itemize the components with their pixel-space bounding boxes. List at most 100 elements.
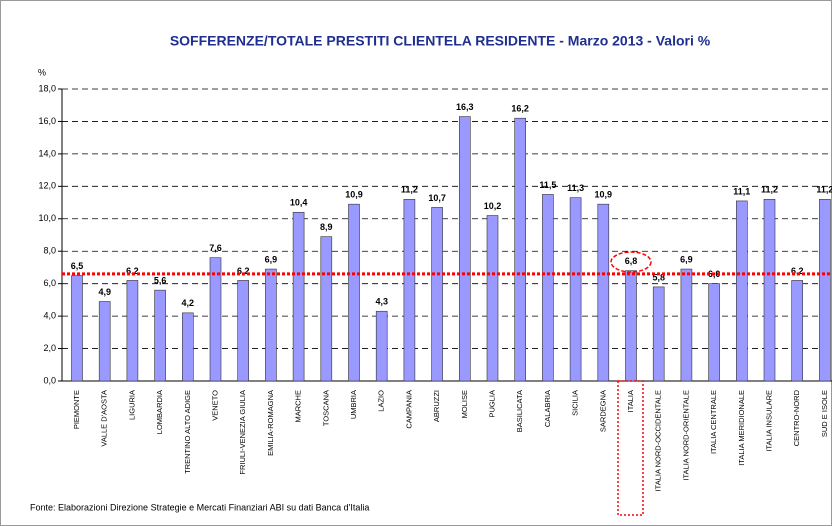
bar [514,117,527,382]
x-tick-label: SICILIA [571,390,580,416]
value-label: 6,9 [680,254,693,264]
value-label: 10,9 [345,190,363,200]
source: Fonte: Elaborazioni Direzione Strategie … [30,502,369,512]
bar [680,268,693,382]
value-label: 10,9 [595,190,613,200]
value-label: 5,8 [652,272,665,282]
x-tick-label: TOSCANA [321,390,330,426]
bar [597,203,610,382]
x-tick-label: ITALIA INSULARE [764,390,773,452]
x-tick-label: CENTRO-NORD [792,389,801,446]
y-tick-label: 4,0 [43,310,56,320]
bar [209,257,222,382]
bar [292,211,305,382]
x-tick-label: EMILIA-ROMAGNA [266,390,275,456]
x-tick-label: ITALIA NORD-ORIENTALE [681,390,690,481]
value-label: 4,3 [375,297,388,307]
x-tick-label: BASILICATA [515,390,524,432]
x-tick-label: PUGLIA [487,390,496,418]
y-tick-label: 0,0 [43,375,56,385]
value-label: 16,2 [511,104,529,114]
y-tick-label: 12,0 [38,181,56,191]
value-label: 6,8 [625,256,638,266]
value-label: 4,9 [98,287,111,297]
x-tick-label: FRIULI-VENEZIA GIULIA [238,390,247,475]
bar [819,199,831,382]
bar [542,194,554,382]
y-axis-label: % [38,67,46,77]
bar [625,270,637,382]
bar [403,199,416,382]
value-label: 5,6 [154,276,167,286]
y-tick-label: 18,0 [38,83,56,93]
highlight-box [617,380,644,516]
x-tick-label: TRENTINO ALTO ADIGE [183,390,192,474]
value-label: 11,5 [539,180,556,190]
value-label: 11,3 [567,183,584,193]
x-tick-label: SUD E ISOLE [820,390,829,437]
bar [652,286,665,382]
y-tick-label: 6,0 [43,278,56,288]
x-tick-label: MARCHE [294,390,303,423]
bar [237,280,249,382]
bar [182,312,194,382]
bar [98,301,111,382]
bar [154,289,166,382]
value-label: 11,2 [816,185,832,195]
x-tick-label: CAMPANIA [404,390,413,429]
value-label: 6,2 [126,266,139,276]
value-label: 7,6 [209,243,222,253]
x-tick-label: ITALIA CENTRALE [709,390,718,454]
bar [763,199,776,382]
value-label: 10,7 [428,193,446,203]
value-label: 4,2 [182,298,195,308]
y-tick-label: 10,0 [38,213,56,223]
bar [71,275,83,382]
x-tick-label: PIEMONTE [72,390,81,429]
x-tick-label: SARDEGNA [598,390,607,432]
x-tick-label: VALLE D'AOSTA [100,390,109,447]
bar [569,197,582,382]
x-tick-label: UMBRIA [349,390,358,419]
highlight-ellipse [610,251,652,273]
value-label: 11,1 [733,186,750,196]
y-tick-label: 2,0 [43,343,56,353]
value-label: 10,2 [484,201,502,211]
x-tick-label: ABRUZZI [432,390,441,422]
x-tick-label: LAZIO [377,390,386,412]
bar [791,280,804,382]
value-label: 6,9 [265,254,278,264]
x-tick-label: LOMBARDIA [155,390,164,434]
bar [431,207,443,382]
value-label: 11,2 [401,185,418,195]
x-tick-label: MOLISE [460,390,469,418]
x-tick-label: CALABRIA [543,390,552,427]
bar [375,310,388,382]
value-label: 6,2 [791,266,804,276]
x-tick-label: VENETO [210,390,219,421]
bar [348,203,360,382]
x-tick-label: ITALIA MERIDIONALE [737,390,746,466]
value-label: 10,4 [290,198,308,208]
value-label: 11,2 [761,185,778,195]
y-tick-label: 16,0 [38,116,56,126]
y-tick-label: 14,0 [38,148,56,158]
bar [458,116,471,382]
value-label: 6,2 [237,266,250,276]
bar [126,280,139,382]
bar [265,268,277,382]
value-label: 8,9 [320,222,333,232]
bar [735,200,748,382]
bar [708,283,720,382]
value-label: 16,3 [456,102,474,112]
y-tick-label: 8,0 [43,246,56,256]
bar [486,215,499,382]
value-label: 6,5 [71,261,84,271]
chart-title: SOFFERENZE/TOTALE PRESTITI CLIENTELA RES… [170,33,711,49]
bar [320,236,333,382]
x-tick-label: ITALIA [626,390,635,412]
x-tick-label: ITALIA NORD-OCCIDENTALE [654,390,663,491]
x-tick-label: LIGURIA [127,390,136,420]
